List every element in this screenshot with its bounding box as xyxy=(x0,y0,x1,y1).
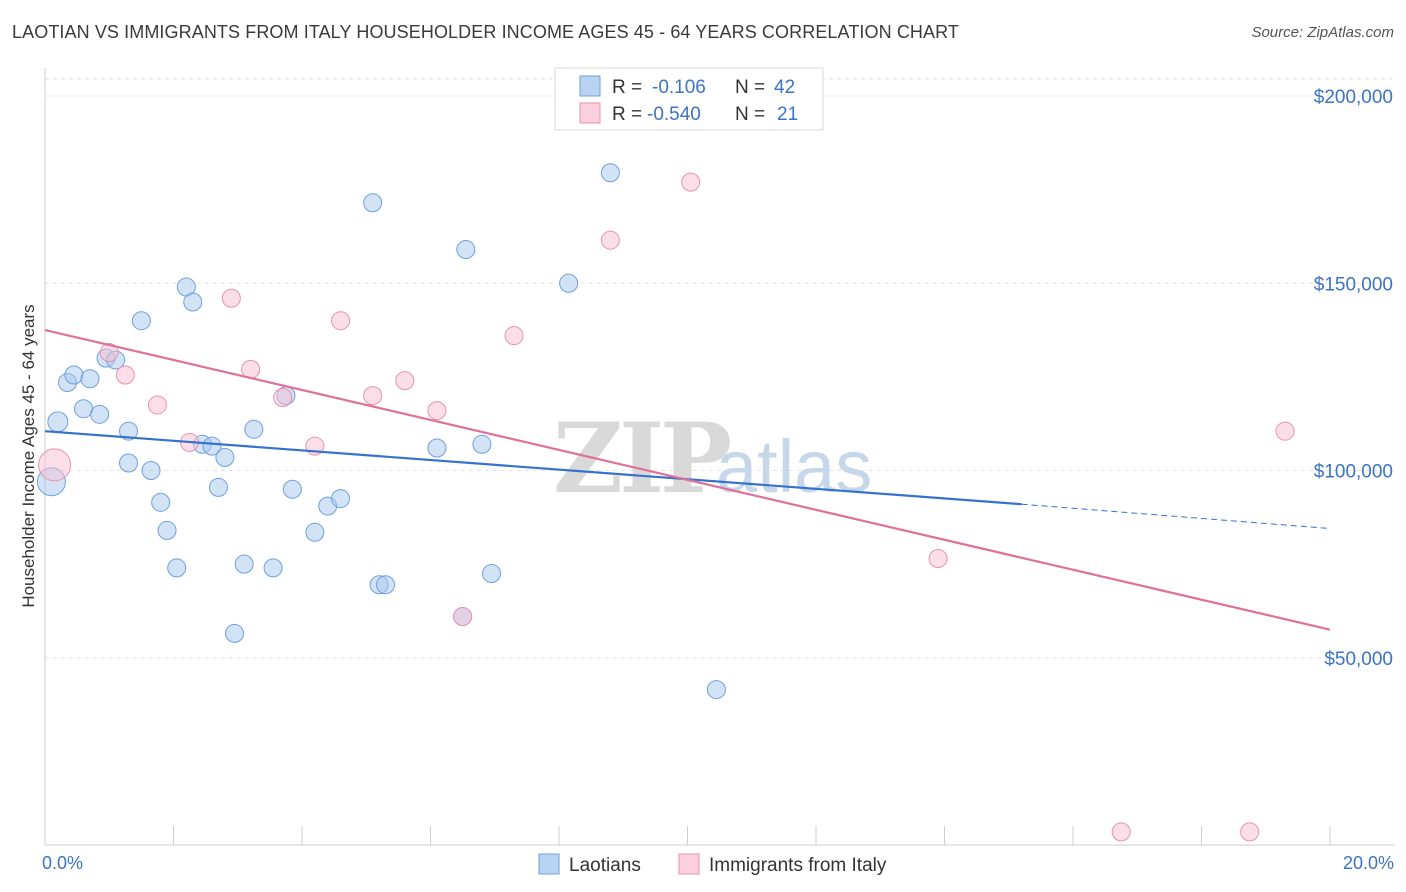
y-tick-label-2: $150,000 xyxy=(1314,274,1393,295)
laotians-point-19 xyxy=(202,436,222,456)
stats-r-label-1: R = xyxy=(612,77,642,98)
italy-point-2 xyxy=(115,365,135,385)
laotians-point-11 xyxy=(119,453,139,473)
laotians-point-25 xyxy=(263,558,283,578)
laotians-trend-line xyxy=(44,430,1022,506)
source-label: Source: ZipAtlas.com xyxy=(1251,24,1394,41)
italy-point-3 xyxy=(147,395,167,415)
laotians-point-31 xyxy=(363,193,383,213)
italy-point-12 xyxy=(427,401,447,421)
italy-point-15 xyxy=(600,230,620,250)
legend-swatch-italy xyxy=(678,853,700,875)
laotians-point-20 xyxy=(208,477,228,497)
laotians-point-3 xyxy=(64,365,84,385)
laotians-point-34 xyxy=(427,438,447,458)
laotians-point-22 xyxy=(225,623,245,643)
watermark: ZIP atlas xyxy=(553,402,872,515)
stats-r-value-1: -0.106 xyxy=(652,77,706,98)
laotians-trend-extension xyxy=(1021,503,1331,530)
laotians-point-24 xyxy=(244,419,264,439)
scatter-points xyxy=(36,163,1295,842)
stats-swatch-italy xyxy=(579,102,601,124)
italy-point-17 xyxy=(928,549,948,569)
italy-point-7 xyxy=(273,387,293,407)
italy-point-18 xyxy=(1111,822,1131,842)
laotians-point-38 xyxy=(482,563,502,583)
laotians-point-4 xyxy=(74,399,94,419)
laotians-point-17 xyxy=(183,292,203,312)
axes xyxy=(44,68,1395,846)
laotians-point-41 xyxy=(706,680,726,700)
laotians-point-12 xyxy=(141,461,161,480)
watermark-atlas: atlas xyxy=(716,425,872,508)
laotians-point-28 xyxy=(305,522,325,542)
italy-trend-line xyxy=(44,328,1331,631)
stats-n-value-1: 42 xyxy=(774,77,795,98)
italy-point-1 xyxy=(99,343,119,363)
stats-r-label-2: R = xyxy=(612,104,642,125)
italy-point-10 xyxy=(363,386,383,406)
laotians-point-6 xyxy=(90,404,110,424)
italy-point-14 xyxy=(504,326,524,346)
stats-n-value-2: 21 xyxy=(777,104,798,125)
legend-label-italy: Immigrants from Italy xyxy=(709,855,887,876)
italy-point-9 xyxy=(331,311,351,331)
stats-n-label-2: N = xyxy=(735,104,765,125)
legend-swatch-laotians xyxy=(538,853,560,875)
italy-point-0 xyxy=(38,448,72,482)
laotians-point-39 xyxy=(559,273,579,293)
italy-point-16 xyxy=(681,172,701,192)
laotians-point-14 xyxy=(157,520,177,540)
y-tick-label-3: $200,000 xyxy=(1314,87,1393,108)
chart-title: LAOTIAN VS IMMIGRANTS FROM ITALY HOUSEHO… xyxy=(12,22,959,42)
series-legend: Laotians Immigrants from Italy xyxy=(538,853,887,876)
y-axis-label: Householder Income Ages 45 - 64 years xyxy=(19,304,38,607)
laotians-point-37 xyxy=(472,434,492,454)
laotians-point-21 xyxy=(215,447,235,467)
watermark-zip: ZIP xyxy=(553,402,730,515)
stats-r-value-2: -0.540 xyxy=(647,104,701,125)
italy-point-5 xyxy=(221,288,241,308)
x-tick-left: 0.0% xyxy=(42,853,83,873)
laotians-point-36 xyxy=(456,240,476,260)
x-tick-right: 20.0% xyxy=(1343,853,1394,873)
laotians-point-1 xyxy=(47,411,69,433)
stats-swatch-laotians xyxy=(579,75,601,97)
laotians-point-10 xyxy=(131,311,151,331)
y-tick-label-1: $100,000 xyxy=(1314,462,1393,483)
italy-point-20 xyxy=(1275,421,1295,441)
italy-point-19 xyxy=(1240,822,1260,842)
laotians-point-13 xyxy=(151,492,171,512)
stats-legend: R = -0.106 N = 42 R = -0.540 N = 21 xyxy=(554,67,824,131)
trend-lines xyxy=(44,328,1331,631)
italy-point-13 xyxy=(453,607,473,627)
laotians-point-9 xyxy=(119,421,139,441)
y-tick-label-0: $50,000 xyxy=(1324,649,1393,670)
laotians-point-23 xyxy=(234,554,254,574)
stats-n-label-1: N = xyxy=(735,77,765,98)
italy-point-11 xyxy=(395,371,415,391)
laotians-point-27 xyxy=(282,479,302,499)
laotians-point-40 xyxy=(600,163,620,183)
laotians-point-5 xyxy=(80,369,100,389)
laotians-point-30 xyxy=(331,489,351,509)
y-tick-labels: $50,000 $100,000 $150,000 $200,000 xyxy=(1314,87,1393,670)
legend-label-laotians: Laotians xyxy=(569,855,641,876)
laotians-point-15 xyxy=(167,558,187,578)
laotians-point-33 xyxy=(376,575,396,595)
